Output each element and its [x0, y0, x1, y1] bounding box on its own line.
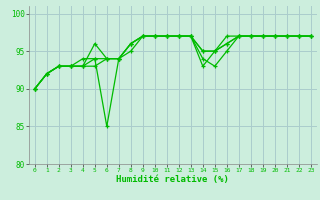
- X-axis label: Humidité relative (%): Humidité relative (%): [116, 175, 229, 184]
